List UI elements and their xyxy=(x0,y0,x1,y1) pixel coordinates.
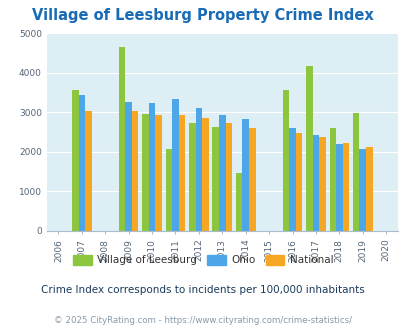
Bar xyxy=(288,128,295,231)
Bar xyxy=(172,99,178,231)
Text: Crime Index corresponds to incidents per 100,000 inhabitants: Crime Index corresponds to incidents per… xyxy=(41,285,364,295)
Bar xyxy=(125,102,132,231)
Bar xyxy=(142,114,148,231)
Bar xyxy=(78,95,85,231)
Text: © 2025 CityRating.com - https://www.cityrating.com/crime-statistics/: © 2025 CityRating.com - https://www.city… xyxy=(54,316,351,325)
Bar xyxy=(155,115,162,231)
Bar xyxy=(365,148,372,231)
Bar xyxy=(235,173,242,231)
Bar xyxy=(352,113,358,231)
Bar xyxy=(202,118,208,231)
Bar xyxy=(119,47,125,231)
Bar xyxy=(189,123,195,231)
Bar xyxy=(165,149,172,231)
Bar xyxy=(72,90,78,231)
Bar xyxy=(358,149,365,231)
Bar xyxy=(295,133,302,231)
Bar xyxy=(85,112,92,231)
Bar xyxy=(212,127,218,231)
Bar xyxy=(132,112,138,231)
Bar xyxy=(312,135,318,231)
Bar xyxy=(335,144,342,231)
Bar xyxy=(329,128,335,231)
Bar xyxy=(342,144,348,231)
Legend: Village of Leesburg, Ohio, National: Village of Leesburg, Ohio, National xyxy=(68,251,337,270)
Bar xyxy=(218,115,225,231)
Text: Village of Leesburg Property Crime Index: Village of Leesburg Property Crime Index xyxy=(32,8,373,23)
Bar xyxy=(305,66,312,231)
Bar xyxy=(178,115,185,231)
Bar xyxy=(282,90,288,231)
Bar xyxy=(248,128,255,231)
Bar xyxy=(318,137,325,231)
Bar xyxy=(148,103,155,231)
Bar xyxy=(242,119,248,231)
Bar xyxy=(225,123,232,231)
Bar xyxy=(195,108,202,231)
